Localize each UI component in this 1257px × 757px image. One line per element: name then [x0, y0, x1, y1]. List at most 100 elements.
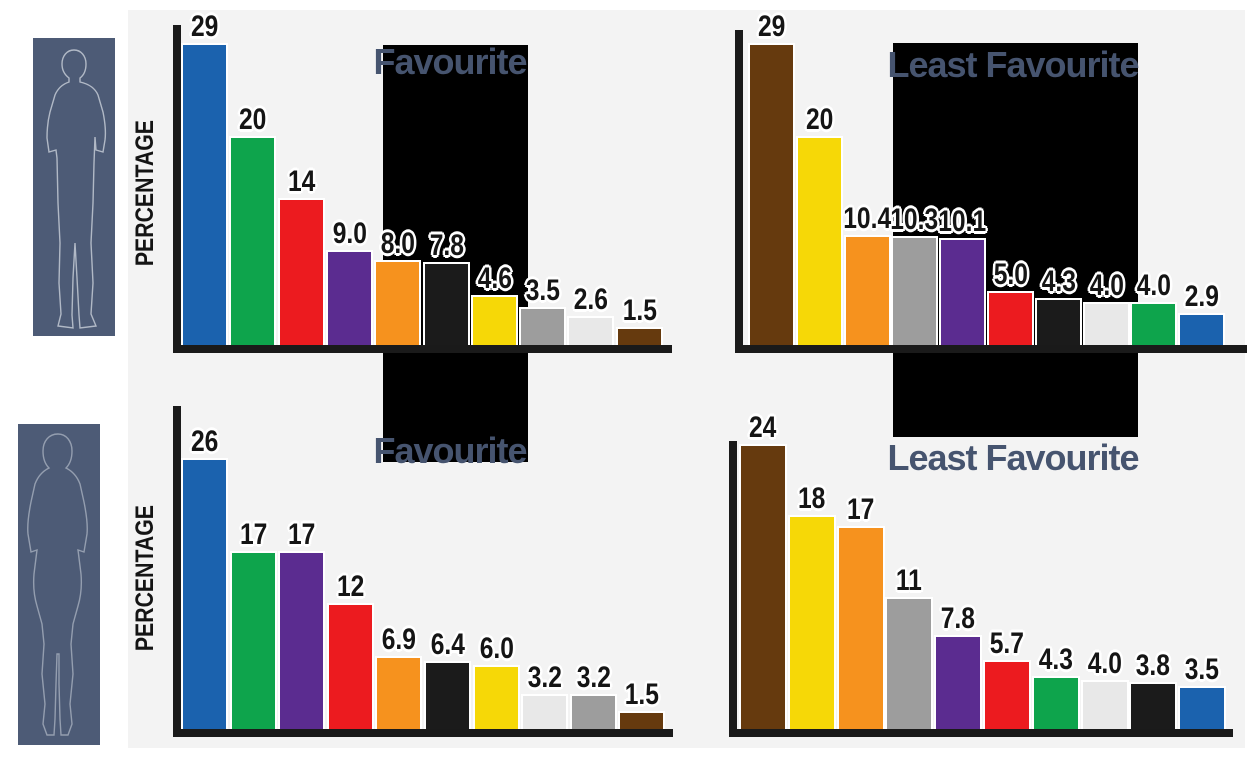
bar-value-label: 3.5: [501, 276, 585, 306]
x-axis: [729, 729, 1233, 737]
bar-value-text: 2.6: [573, 283, 608, 316]
bar-value-text: 5.7: [989, 627, 1025, 660]
bar-value-text: 20: [238, 103, 267, 136]
bar-women-favourite-purple: [280, 553, 323, 735]
bar-value-text: 29: [757, 10, 786, 43]
men-least-favourite-title: Least Favourite: [887, 44, 1139, 85]
bar-value-text: 3.5: [1184, 653, 1220, 686]
x-axis: [173, 345, 672, 353]
bar-value-text: 4.0: [1087, 647, 1123, 680]
bar-value-label: 4.0: [1065, 271, 1149, 301]
bar-women-least-favourite-orange: [839, 528, 883, 735]
bar-women-least-favourite-blue: [1180, 688, 1224, 735]
bar-value-label: 3.8: [1111, 651, 1195, 681]
bar-value-text: 29: [190, 10, 219, 43]
woman-silhouette-outline: [27, 433, 88, 736]
bar-value-text: 17: [847, 493, 875, 526]
bar-women-least-favourite-grey: [887, 599, 931, 735]
black-overlay-left: [383, 45, 528, 462]
bar-value-text: 6.0: [479, 632, 514, 665]
bar-women-favourite-green: [232, 553, 275, 735]
bar-value-label: 4.0: [1112, 271, 1196, 301]
y-axis: [173, 25, 181, 353]
bar-value-text: 14: [287, 165, 316, 198]
bar-men-favourite-purple: [328, 252, 371, 351]
bar-women-favourite-orange: [377, 658, 420, 735]
bar-value-text: 24: [749, 411, 777, 444]
bar-women-favourite-black: [426, 663, 469, 735]
bar-women-favourite-yellow: [475, 667, 518, 735]
y-axis-label-top: PERCENTAGE: [130, 83, 160, 303]
bar-men-favourite-red: [280, 200, 323, 351]
bar-value-text: 1.5: [624, 678, 659, 711]
bar-value-text: 4.3: [1038, 643, 1074, 676]
x-axis: [173, 729, 673, 737]
bar-men-least-favourite-black: [1037, 300, 1080, 351]
bar-value-label: 17: [212, 520, 296, 550]
bar-value-label: 3.2: [503, 663, 587, 693]
bar-value-text: 10.4: [843, 202, 892, 235]
bar-value-label: 29: [163, 12, 247, 42]
bar-men-least-favourite-orange: [846, 237, 889, 351]
bar-value-label: 7.8: [405, 231, 489, 261]
bar-men-least-favourite-green: [1132, 304, 1175, 351]
bar-men-favourite-yellow: [473, 297, 516, 351]
bar-men-favourite-black: [425, 264, 468, 351]
bar-value-text: 10.1: [938, 205, 987, 238]
bar-value-label: 18: [770, 484, 854, 514]
men-favourite-title: Favourite: [373, 41, 527, 82]
bar-value-label: 5.7: [965, 629, 1049, 659]
bar-women-least-favourite-yellow: [790, 517, 834, 735]
bar-women-least-favourite-purple: [936, 637, 980, 735]
bar-men-least-favourite-yellow: [798, 138, 841, 351]
bar-value-label: 17: [819, 495, 903, 525]
bar-men-least-favourite-grey: [893, 238, 936, 351]
bar-value-text: 3.2: [527, 661, 562, 694]
women-least-favourite-title: Least Favourite: [887, 437, 1139, 478]
bar-value-label: 11: [867, 566, 951, 596]
bar-value-text: 4.3: [1041, 265, 1076, 298]
bar-women-favourite-red: [329, 605, 372, 735]
y-axis: [735, 30, 743, 353]
bar-men-least-favourite-purple: [941, 240, 984, 351]
bar-value-text: 4.0: [1089, 269, 1124, 302]
bar-value-label: 24: [721, 413, 805, 443]
bar-value-label: 1.5: [600, 680, 684, 710]
bar-women-least-favourite-red: [985, 662, 1029, 735]
bar-value-label: 10.3: [873, 205, 957, 235]
bar-value-text: 9.0: [332, 217, 367, 250]
y-axis-label-top-text: PERCENTAGE: [131, 119, 159, 267]
bar-value-label: 6.0: [455, 634, 539, 664]
bar-value-label: 4.3: [1017, 267, 1101, 297]
bar-value-label: 3.2: [552, 663, 636, 693]
x-axis: [735, 345, 1247, 353]
man-silhouette: [33, 38, 115, 336]
bar-women-favourite-grey: [572, 696, 615, 735]
bar-value-label: 10.1: [921, 207, 1005, 237]
bar-value-label: 29: [730, 12, 814, 42]
bar-value-text: 2.9: [1184, 280, 1219, 313]
bar-value-text: 20: [805, 103, 834, 136]
bar-value-label: 1.5: [598, 296, 682, 326]
bar-women-least-favourite-brown: [741, 446, 785, 735]
bar-value-text: 3.2: [576, 661, 611, 694]
bar-value-text: 3.5: [525, 274, 560, 307]
bar-value-label: 20: [778, 105, 862, 135]
bar-value-label: 2.6: [549, 285, 633, 315]
bar-men-least-favourite-red: [989, 293, 1032, 351]
bar-value-text: 7.8: [429, 229, 464, 262]
bar-value-label: 3.5: [1160, 655, 1244, 685]
bar-value-label: 10.4: [826, 204, 910, 234]
bar-value-label: 4.6: [453, 264, 537, 294]
bar-men-favourite-orange: [376, 262, 419, 351]
woman-silhouette: [18, 424, 100, 745]
bar-value-label: 12: [309, 572, 393, 602]
y-axis-label-bottom: PERCENTAGE: [130, 468, 160, 688]
bar-women-least-favourite-green: [1034, 678, 1078, 735]
bar-value-label: 17: [260, 520, 344, 550]
bar-value-label: 14: [260, 167, 344, 197]
bar-value-text: 7.8: [940, 602, 976, 635]
bar-women-least-favourite-black: [1131, 684, 1175, 735]
bar-value-label: 6.4: [406, 630, 490, 660]
